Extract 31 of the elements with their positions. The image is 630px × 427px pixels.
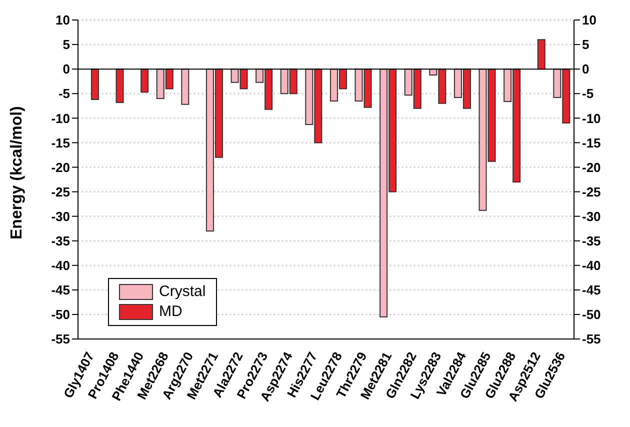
y2-tick-label: 5 bbox=[582, 37, 590, 52]
y-tick-label: 0 bbox=[62, 62, 70, 77]
y-tick-label: -30 bbox=[51, 208, 70, 224]
y2-tick-label: -50 bbox=[582, 307, 601, 322]
y-tick-label: -50 bbox=[51, 307, 70, 322]
y2-tick-label: 10 bbox=[582, 12, 596, 28]
y2-tick-label: -30 bbox=[582, 208, 601, 224]
y-tick-label: -15 bbox=[51, 135, 70, 150]
y2-tick-label: -20 bbox=[582, 160, 601, 175]
y-tick-label: -5 bbox=[58, 86, 70, 102]
y-axis-title: Energy (kcal/mol) bbox=[8, 106, 26, 240]
y2-tick-label: -40 bbox=[582, 258, 601, 273]
y-tick-label: -10 bbox=[51, 110, 70, 126]
legend-label: Crystal bbox=[159, 282, 206, 302]
y2-tick-label: -45 bbox=[582, 282, 601, 298]
legend-label: MD bbox=[159, 302, 182, 322]
y2-tick-label: -10 bbox=[582, 110, 601, 126]
y2-tick-label: -15 bbox=[582, 135, 601, 150]
y-tick-label: -25 bbox=[51, 184, 70, 200]
y2-tick-label: -5 bbox=[582, 86, 594, 102]
y-tick-label: 10 bbox=[56, 12, 70, 28]
y2-tick-label: -25 bbox=[582, 184, 601, 200]
y-tick-label: -20 bbox=[51, 160, 70, 175]
y2-tick-label: -35 bbox=[582, 233, 601, 248]
y2-tick-label: 0 bbox=[582, 62, 590, 77]
y2-tick-label: -55 bbox=[582, 332, 601, 347]
y-tick-label: -45 bbox=[51, 282, 70, 298]
y-tick-label: -35 bbox=[51, 233, 70, 248]
y-tick-label: -40 bbox=[51, 258, 70, 273]
y-tick-label: -55 bbox=[51, 332, 70, 347]
y-tick-label: 5 bbox=[62, 37, 70, 52]
